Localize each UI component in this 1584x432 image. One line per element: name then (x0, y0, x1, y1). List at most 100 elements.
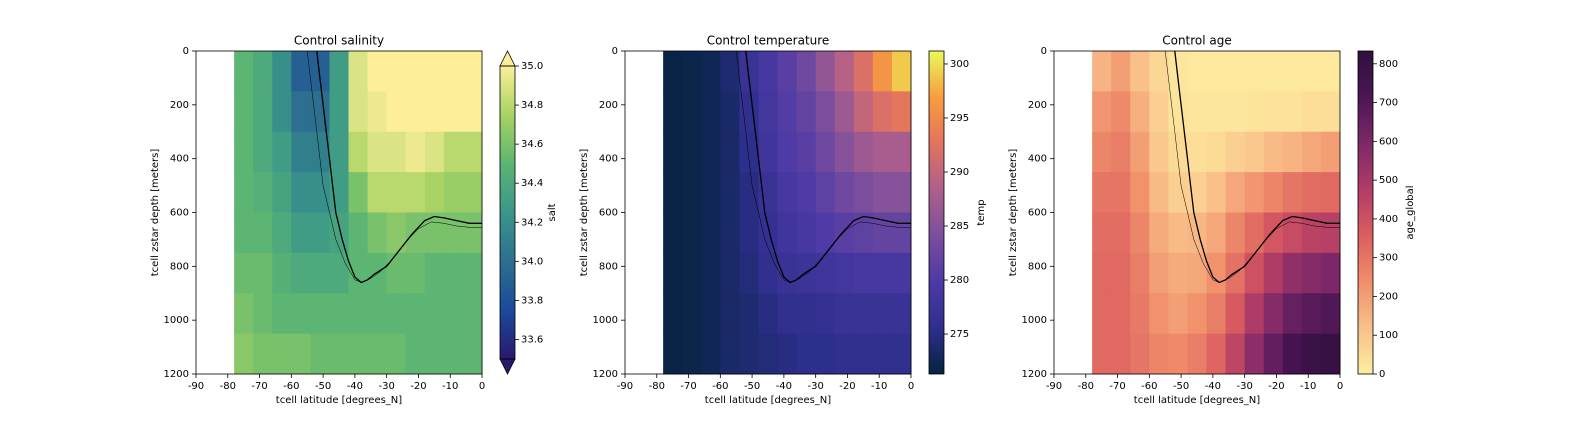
heatmap-cell (1168, 293, 1188, 335)
colorbar (929, 51, 944, 374)
x-axis-label: tcell latitude [degrees_N] (276, 395, 402, 406)
heatmap-cell (424, 51, 445, 92)
heatmap-cell (1130, 51, 1150, 92)
heatmap-cell (443, 51, 464, 92)
heatmap-cell (329, 91, 350, 133)
y-axis-label: tcell zstar depth [meters] (150, 149, 161, 277)
heatmap-cell (424, 131, 445, 173)
heatmap-cell (272, 51, 292, 92)
heatmap-cell (796, 131, 817, 173)
heatmap-cell (253, 333, 273, 375)
heatmap-cell (1206, 131, 1227, 173)
heatmap-cell (777, 131, 798, 173)
heatmap-cell (234, 212, 254, 254)
heatmap-cell (1225, 51, 1246, 92)
heatmap-cell (739, 91, 759, 133)
heatmap-cell (253, 293, 273, 335)
heatmap-cell (815, 91, 836, 133)
y-tick-label: 200 (170, 100, 189, 111)
heatmap-cell (1282, 51, 1303, 92)
heatmap-cell (815, 293, 836, 335)
heatmap-cell (1130, 293, 1150, 335)
heatmap-cell (1225, 333, 1246, 375)
heatmap-cell (1130, 91, 1150, 133)
colorbar-tick-label: 33.8 (521, 295, 543, 306)
heatmap-cell (424, 91, 445, 133)
colorbar-tick-label: 295 (950, 113, 969, 124)
colorbar-tick-label: 280 (950, 275, 969, 286)
x-tick-label: -40 (347, 381, 363, 392)
heatmap-cell (1149, 252, 1169, 294)
heatmap-cell (1244, 333, 1265, 375)
x-axis-label: tcell latitude [degrees_N] (705, 395, 831, 406)
heatmap-cell (1206, 172, 1227, 213)
heatmap-cell (720, 252, 740, 294)
heatmap-cell (1320, 172, 1341, 213)
heatmap-cell (234, 252, 254, 294)
heatmap-cell (1282, 91, 1303, 133)
colorbar-tick-label: 200 (1379, 291, 1398, 302)
heatmap-cell (1149, 333, 1169, 375)
heatmap-cell (758, 131, 779, 173)
x-tick-label: -40 (1205, 381, 1221, 392)
heatmap-cell (1206, 91, 1227, 133)
y-tick-label: 0 (1041, 46, 1047, 57)
heatmap-cell (348, 172, 369, 213)
heatmap-cell (1301, 131, 1322, 173)
heatmap-cell (443, 212, 464, 254)
heatmap-cell (682, 91, 702, 133)
heatmap-cell (291, 293, 311, 335)
heatmap-cell (834, 51, 855, 92)
y-axis-label: tcell zstar depth [meters] (1008, 149, 1019, 277)
heatmap-cell (777, 252, 798, 294)
heatmap-cell (891, 333, 912, 375)
heatmap-cell (1149, 212, 1169, 254)
heatmap-cell (272, 252, 292, 294)
heatmap-cell (386, 131, 407, 173)
heatmap-cell (758, 333, 779, 375)
heatmap-cell (272, 91, 292, 133)
heatmap-cell (1263, 172, 1284, 213)
heatmap-cell (796, 172, 817, 213)
heatmap-cell (462, 91, 483, 133)
heatmap-cell (367, 252, 388, 294)
y-tick-label: 800 (1028, 261, 1047, 272)
x-tick-label: -10 (442, 381, 458, 392)
heatmap-cell (462, 333, 483, 375)
x-axis-label: tcell latitude [degrees_N] (1134, 395, 1260, 406)
heatmap-cell (663, 252, 683, 294)
heatmap-cell (739, 293, 759, 335)
heatmap-cell (1225, 131, 1246, 173)
heatmap-cell (853, 252, 874, 294)
heatmap-cell (1092, 212, 1112, 254)
heatmap-cell (443, 91, 464, 133)
heatmap-cell (1263, 333, 1284, 375)
heatmap-cell (777, 333, 798, 375)
heatmap-cell (1244, 91, 1265, 133)
heatmap-cell (291, 212, 311, 254)
heatmap-cell (291, 333, 311, 375)
heatmap-cell (872, 91, 893, 133)
heatmap-cell (329, 293, 350, 335)
heatmap-cell (777, 51, 798, 92)
heatmap-cell (405, 131, 426, 173)
heatmap-cell (348, 51, 369, 92)
heatmap-cell (1263, 51, 1284, 92)
heatmap-cell (1301, 252, 1322, 294)
heatmap-cell (1149, 172, 1169, 213)
heatmap-cell (386, 252, 407, 294)
heatmap-cell (424, 252, 445, 294)
heatmap-cell (1206, 51, 1227, 92)
heatmap-cell (872, 212, 893, 254)
heatmap-cell (291, 51, 311, 92)
heatmap-cell (1130, 131, 1150, 173)
heatmap-cell (1206, 293, 1227, 335)
chart-title: Control temperature (707, 34, 830, 48)
heatmap-cell (329, 333, 350, 375)
heatmap-cell (310, 333, 330, 375)
heatmap-cell (367, 131, 388, 173)
heatmap-cell (424, 172, 445, 213)
x-tick-label: -80 (220, 381, 236, 392)
heatmap-cell (1282, 252, 1303, 294)
x-tick-label: -10 (1300, 381, 1316, 392)
